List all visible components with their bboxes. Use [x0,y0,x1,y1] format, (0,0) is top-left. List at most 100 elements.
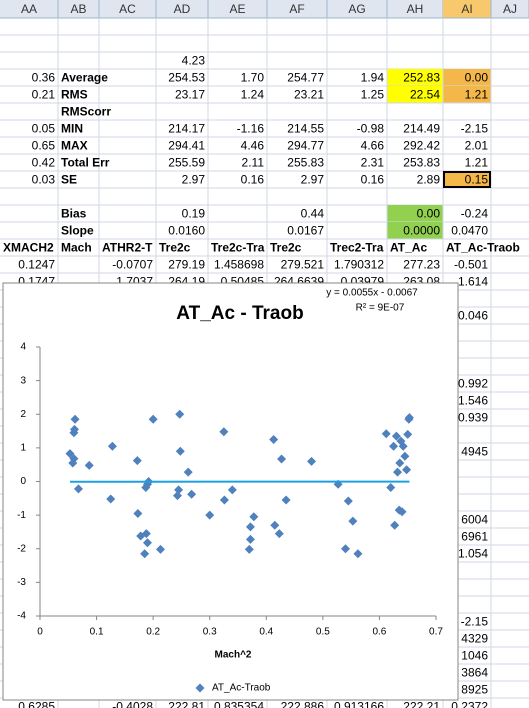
cell-text: -0.4028 [112,700,153,708]
data-point [404,413,414,423]
cell-text: Bias [61,207,87,221]
data-point [155,544,165,554]
cell-text: RMS [61,88,88,102]
cell-text: 4.46 [241,139,265,153]
x-axis-label: Mach^2 [215,650,252,661]
cell-text: Average [61,71,108,85]
cell-text: 292.42 [403,139,440,153]
cell-text: -0.24 [461,207,489,221]
cell-text: 22.54 [410,88,440,102]
cell-text: 0.00 [465,71,489,85]
data-point [106,494,116,504]
cell-text: 0.42 [32,156,56,170]
cell-text: 294.41 [168,139,205,153]
data-point [142,538,152,548]
column-header: AJ [503,2,517,16]
data-point [277,454,287,464]
cell-text: AT_Ac-Traob [446,241,520,255]
y-tick-label: 3 [20,375,26,386]
cell-text: RMScorr [61,105,111,119]
cell-text: 254.77 [287,71,324,85]
r-squared: R² = 9E-07 [356,303,405,314]
column-header: AI [461,2,472,16]
cell-text: 252.83 [403,71,440,85]
cell-fill [443,171,491,188]
cell-text: 214.55 [287,122,324,136]
data-point [270,520,280,530]
data-point [245,534,255,544]
cell-text: 255.59 [168,156,205,170]
data-point [389,441,399,451]
cell-text: 0.03 [32,173,56,187]
column-header: AA [21,2,37,16]
cell-text: Total Err [61,156,110,170]
x-tick-label: 0.4 [259,627,273,638]
cell-text: Tre2c-Tra [211,241,265,255]
cell-text: 0.0470 [451,224,488,238]
data-point [386,483,396,493]
active-cell [443,171,491,188]
cell-text: 0.6285 [18,700,55,708]
data-point [65,449,75,459]
cell-text: Trec2-Tra [330,241,384,255]
cell-fill [387,222,443,239]
data-point [281,495,291,505]
cell-text: 1.21 [465,156,489,170]
cell-text: Tre2c [270,241,302,255]
x-tick-label: 0.1 [90,627,104,638]
cell-text: 1.790312 [334,258,384,272]
cell-text: 0.65 [32,139,56,153]
data-point [141,529,151,539]
cell-text: 8925 [461,683,488,697]
y-tick-label: -3 [17,577,26,588]
data-point [148,414,158,424]
data-point [274,529,284,539]
cell-text: XMACH2 [3,241,54,255]
column-header: AG [348,2,365,16]
data-point [245,522,255,532]
data-point [398,441,408,451]
data-point [183,467,193,477]
column-header: AE [229,2,245,16]
cell-text: 0.1247 [18,258,55,272]
cell-text: 1.614 [458,275,488,289]
cell-text: 2.97 [301,173,325,187]
data-point [227,485,237,495]
cell-fill [387,69,443,86]
cell-text: 0.00 [417,207,441,221]
data-point [400,451,410,461]
cell-text: 0.44 [301,207,325,221]
cell-text: 253.83 [403,156,440,170]
y-tick-label: -1 [17,510,26,521]
cell-text: 0.939 [458,411,488,425]
cell-text: 2.01 [465,139,489,153]
cell-text: Mach [61,241,92,255]
cell-text: -1.16 [237,122,265,136]
cell-text: 0.21 [32,88,56,102]
cell-text: 279.521 [281,258,325,272]
cell-fill [443,69,491,86]
data-point [390,520,400,530]
cell-text: 279.19 [168,258,205,272]
y-tick-label: 0 [20,476,26,487]
cell-text: 214.49 [403,122,440,136]
cell-text: 1.24 [241,88,265,102]
cell-text: 1.25 [361,88,385,102]
cell-fill [387,86,443,103]
cell-text: -0.501 [454,258,488,272]
column-header: AB [70,2,86,16]
equation: y = 0.0055x - 0.0067 [326,288,418,299]
cell-text: SE [61,173,77,187]
data-point [269,434,279,444]
cell-text: 4945 [461,445,488,459]
data-point [69,428,79,438]
cell-text: 1.21 [465,88,489,102]
data-point [70,414,80,424]
cell-text: 0.992 [458,377,488,391]
cell-text: Tre2c [159,241,191,255]
cell-text: 2.89 [417,173,441,187]
selected-column-header [443,0,491,18]
column-header: AF [289,2,304,16]
legend-label: AT_Ac-Traob [212,683,271,694]
data-point [205,510,215,520]
